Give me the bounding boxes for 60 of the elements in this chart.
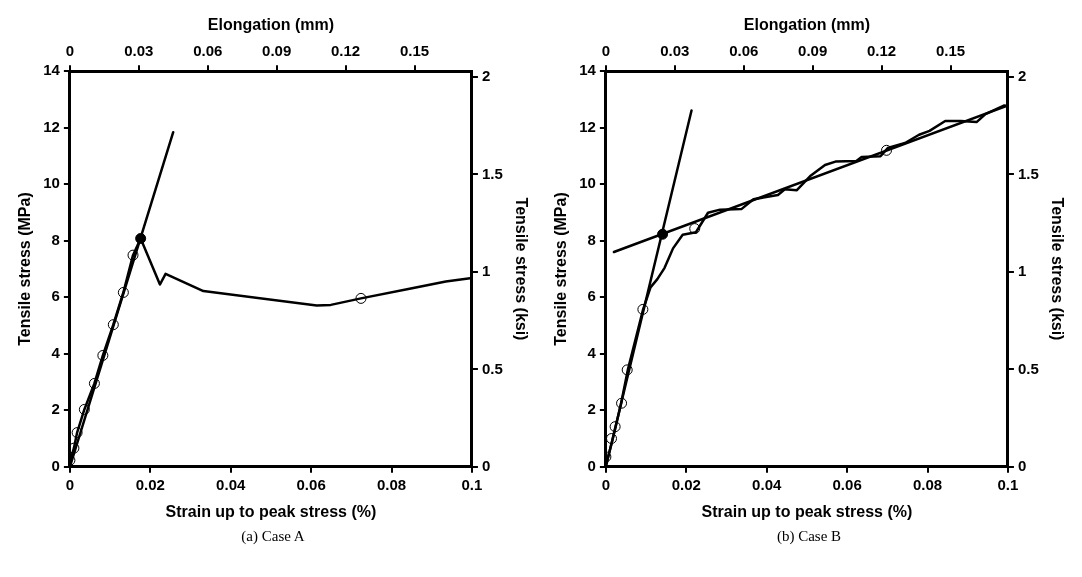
- x-tick-label: 0.02: [135, 475, 165, 493]
- x-tick-label: 0.06: [832, 475, 862, 493]
- y-tick-label: 6: [587, 287, 596, 305]
- x2-tick-label: 0: [65, 42, 75, 60]
- y2-tick-label: 0.5: [1017, 359, 1039, 377]
- x2-tick-label: 0.09: [262, 42, 292, 60]
- y-tick-label: 10: [43, 174, 60, 192]
- y-tick-label: 12: [43, 117, 60, 135]
- y-tick-label: 4: [51, 343, 61, 361]
- y2-tick-label: 0: [1017, 456, 1027, 474]
- text: (a) Case A: [240, 528, 306, 545]
- x2-tick-label: 0.12: [330, 42, 361, 60]
- x-tick-label: 0: [601, 475, 611, 493]
- x-tick-label: 0.08: [912, 475, 943, 493]
- x2-tick-label: 0.09: [798, 42, 828, 60]
- x-tick-label: 0.1: [997, 475, 1019, 493]
- y-tick-label: 0: [51, 456, 60, 474]
- y2-axis-title: Tensile stress (ksi): [1048, 197, 1066, 341]
- x-tick-label: 0.08: [376, 475, 407, 493]
- y2-tick-label: 2: [481, 67, 491, 85]
- y-tick-label: 8: [51, 230, 60, 248]
- y2-tick-label: 0: [481, 456, 491, 474]
- y2-tick-label: 1.5: [1017, 164, 1039, 182]
- y-tick-label: 14: [579, 61, 597, 79]
- y-tick-label: 2: [587, 400, 596, 418]
- x-tick-label: 0.02: [671, 475, 701, 493]
- y2-axis-title: Tensile stress (ksi): [512, 197, 530, 341]
- y-tick-label: 4: [587, 343, 597, 361]
- y-tick-label: 14: [43, 61, 61, 79]
- y-tick-label: 8: [587, 230, 596, 248]
- y2-tick-label: 1.5: [481, 164, 503, 182]
- y-tick-label: 12: [579, 117, 596, 135]
- y-tick-label: 6: [51, 287, 60, 305]
- x2-tick-label: 0.03: [124, 42, 154, 60]
- y-tick-label: 0: [587, 456, 596, 474]
- x2-tick-label: 0.15: [399, 42, 430, 60]
- x-tick-label: 0.04: [752, 475, 782, 493]
- y2-tick-label: 0.5: [481, 359, 503, 377]
- x-axis-title: Strain up to peak stress (%): [165, 502, 377, 520]
- x-tick-label: 0.04: [216, 475, 246, 493]
- x2-tick-label: 0.12: [866, 42, 897, 60]
- x-axis-title: Strain up to peak stress (%): [701, 502, 913, 520]
- x2-axis-title: Elongation (mm): [743, 16, 871, 34]
- x2-axis-title: Elongation (mm): [207, 16, 335, 34]
- text: (b) Case B: [775, 528, 843, 545]
- y-tick-label: 2: [51, 400, 60, 418]
- y2-tick-label: 1: [1017, 262, 1027, 280]
- x-tick-label: 0.1: [461, 475, 483, 493]
- y-tick-label: 10: [579, 174, 596, 192]
- x2-tick-label: 0: [601, 42, 611, 60]
- x2-tick-label: 0.15: [935, 42, 966, 60]
- x-tick-label: 0: [65, 475, 75, 493]
- x-tick-label: 0.06: [296, 475, 326, 493]
- x2-tick-label: 0.06: [193, 42, 223, 60]
- x2-tick-label: 0.06: [729, 42, 759, 60]
- y2-tick-label: 1: [481, 262, 491, 280]
- y-axis-title: Tensile stress (MPa): [552, 192, 570, 346]
- y-axis-title: Tensile stress (MPa): [16, 192, 34, 346]
- y2-tick-label: 2: [1017, 67, 1027, 85]
- x2-tick-label: 0.03: [660, 42, 690, 60]
